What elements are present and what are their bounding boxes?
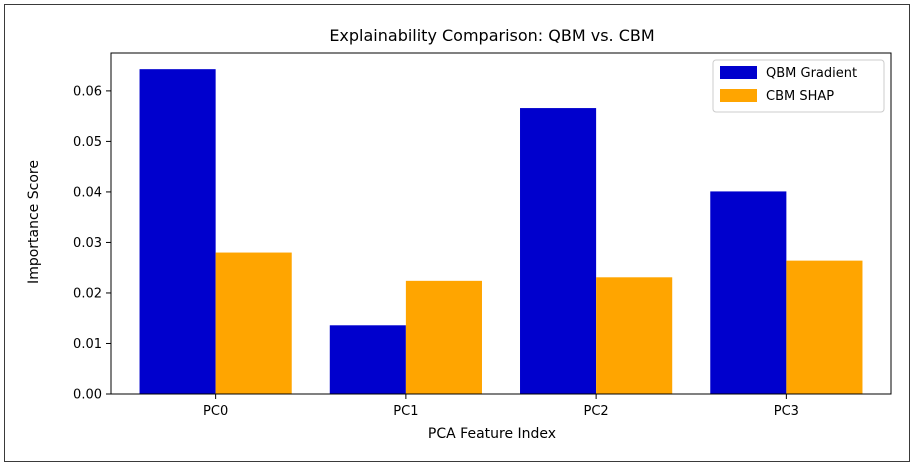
y-ticks-group: 0.00 0.01 0.02 0.03 0.04 0.05 0.06 [73,84,111,403]
bar-cbm-shap-pc3 [786,260,863,394]
legend-label: QBM Gradient [766,66,857,81]
x-tick-label: PC0 [203,404,228,419]
x-tick-label: PC2 [584,404,609,419]
x-ticks-group: PC0 PC1 PC2 PC3 [203,394,799,419]
y-tick-label: 0.06 [73,84,102,99]
chart-title: Explainability Comparison: QBM vs. CBM [329,26,654,45]
plot-area-border [110,52,892,395]
legend-label: CBM SHAP [766,89,834,104]
legend: QBM Gradient CBM SHAP [712,59,885,113]
y-tick-label: 0.01 [73,337,102,352]
y-tick-label: 0.00 [73,388,102,403]
x-tick-label: PC1 [393,404,418,419]
legend-swatch [720,66,757,79]
x-axis-label: PCA Feature Index [428,426,556,442]
y-tick-label: 0.04 [73,185,102,200]
bar-cbm-shap-pc1 [405,280,482,394]
bar-qbm-gradient-pc3 [710,191,787,394]
y-axis-label: Importance Score [26,160,42,284]
y-tick-label: 0.03 [73,236,102,251]
y-tick-label: 0.05 [73,135,102,150]
bar-qbm-gradient-pc2 [520,108,597,394]
bars-group [139,69,863,395]
bar-cbm-shap-pc2 [596,277,673,394]
bar-qbm-gradient-pc0 [139,69,216,395]
bar-qbm-gradient-pc1 [329,325,406,394]
y-tick-label: 0.02 [73,286,102,301]
legend-swatch [720,89,757,102]
bar-cbm-shap-pc0 [215,252,292,394]
x-tick-label: PC3 [774,404,799,419]
